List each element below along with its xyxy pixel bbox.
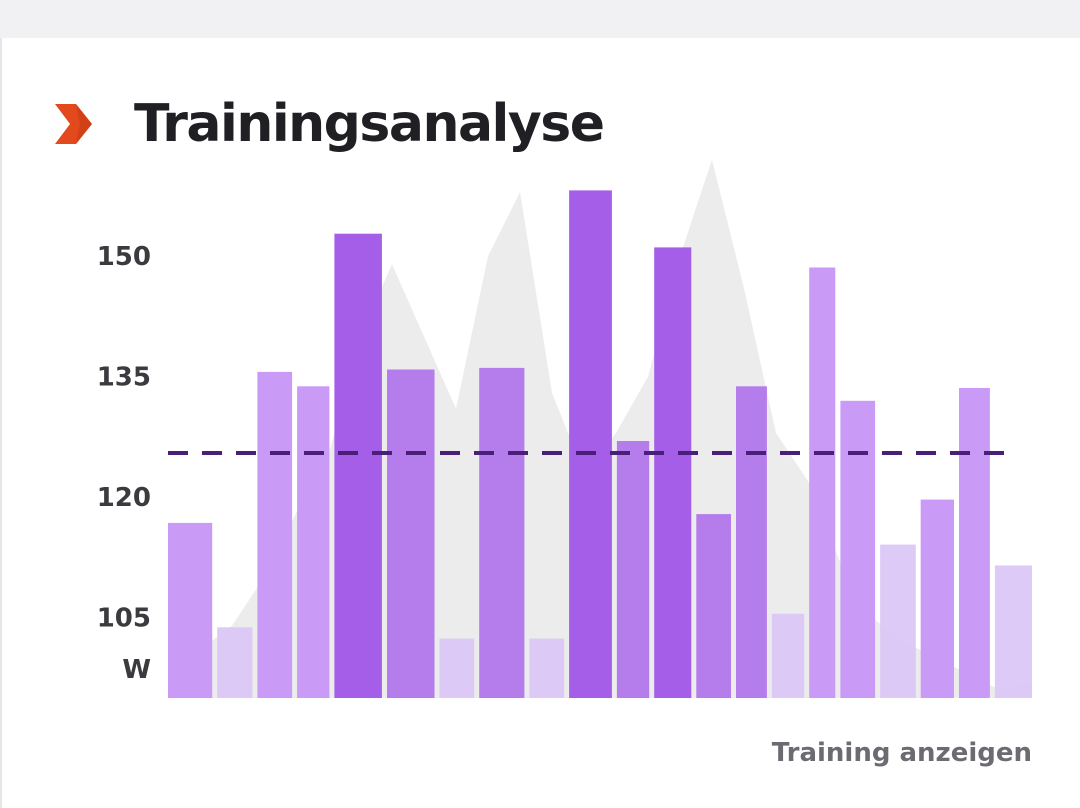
show-training-link[interactable]: Training anzeigen [771,738,1032,768]
bar-3 [257,371,293,698]
bar-2 [217,627,253,698]
y-tick-label: 150 [97,242,151,272]
bar-15 [771,613,805,698]
y-unit-label: W [122,655,151,685]
bars-layer [168,190,1032,698]
bar-18 [880,544,916,698]
bar-7 [439,638,475,698]
bar-5 [334,233,382,698]
bar-10 [569,190,612,698]
bar-21 [994,565,1032,698]
bar-12 [654,247,692,698]
card-header: Trainingsanalyse [52,88,605,160]
bar-16 [809,267,836,698]
top-strip [0,0,1080,38]
bar-17 [840,400,876,698]
y-axis-layer: 150 135 120 105 W [97,242,151,685]
bar-14 [736,386,767,698]
bar-19 [920,499,954,698]
bar-4 [297,386,330,698]
chevron-right-icon [55,104,92,144]
bar-13 [696,514,731,698]
bar-20 [959,388,990,698]
bar-11 [616,441,650,698]
bar-9 [529,638,565,698]
left-edge-divider [0,38,2,808]
y-tick-label: 135 [97,363,151,393]
bar-1 [168,522,213,698]
bar-6 [387,369,435,698]
y-tick-label: 105 [97,604,151,634]
y-tick-label: 120 [97,483,151,513]
bar-8 [479,367,525,698]
page-title: Trainingsanalyse [134,94,605,154]
